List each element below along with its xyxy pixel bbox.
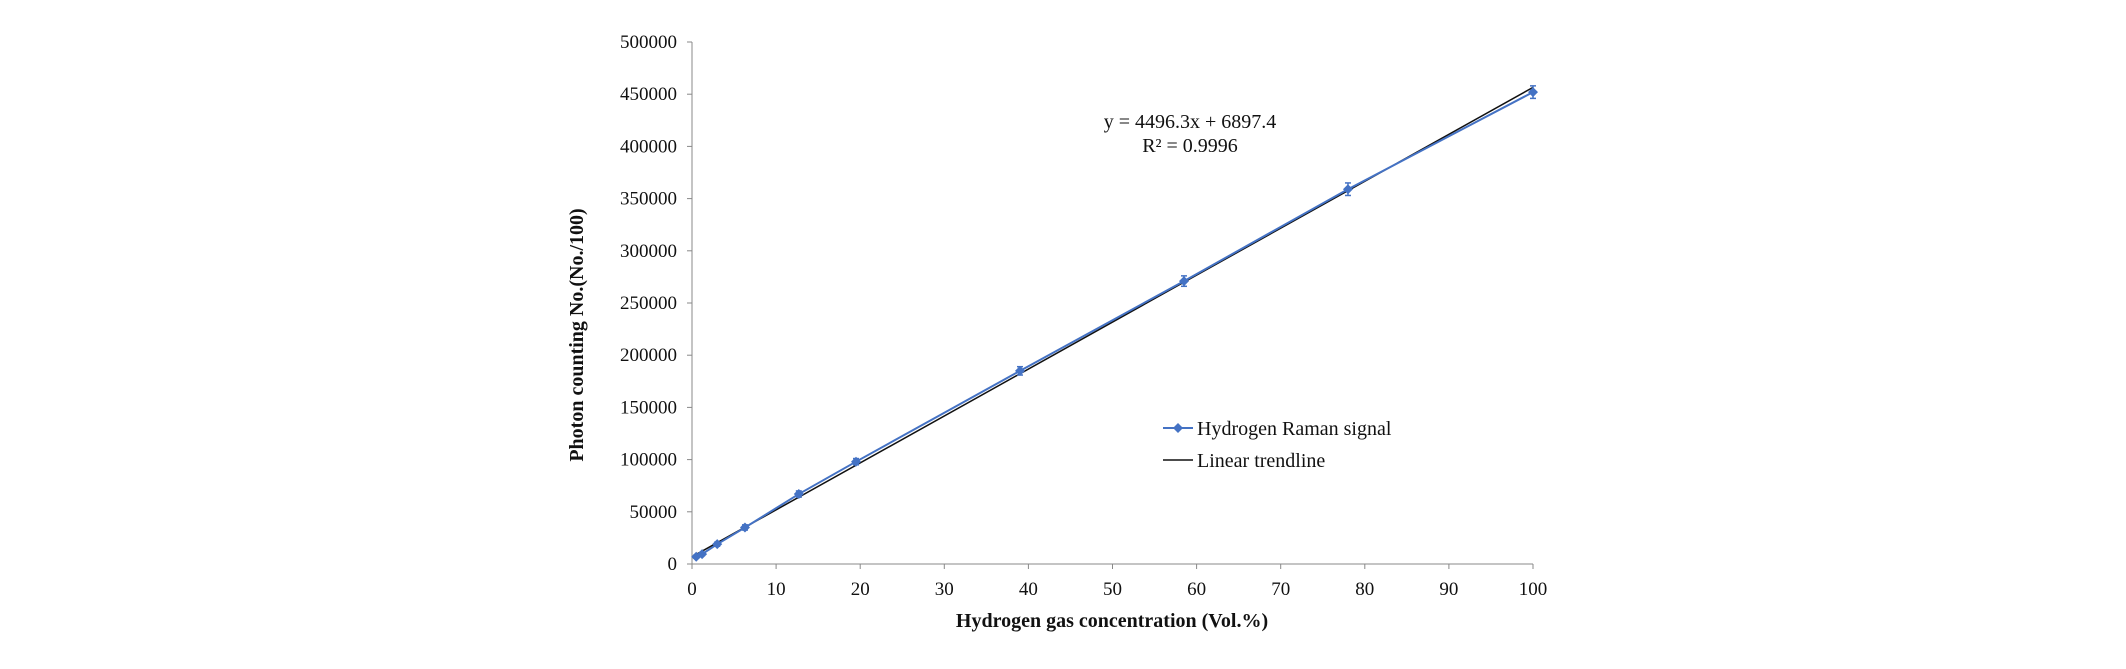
x-tick-label: 90: [1439, 579, 1458, 600]
y-tick-label: 0: [668, 554, 678, 575]
y-tick-label: 150000: [620, 397, 677, 418]
y-tick-label: 400000: [620, 136, 677, 157]
x-tick-label: 30: [935, 579, 954, 600]
x-tick-label: 0: [687, 579, 697, 600]
x-axis-ticks: 0 10 20 30 40 50 60 70 80 90 100: [687, 564, 1547, 600]
x-tick-label: 60: [1187, 579, 1206, 600]
y-tick-label: 100000: [620, 450, 677, 471]
data-point: [697, 549, 708, 560]
y-axis-title: Photon counting No.(No./100): [566, 208, 588, 461]
y-tick-label: 200000: [620, 345, 677, 366]
data-point: [1528, 87, 1538, 98]
y-tick-label: 450000: [620, 84, 677, 105]
data-point: [1178, 276, 1189, 287]
data-point: [739, 522, 750, 533]
series-layer: [691, 85, 1538, 562]
r-squared-label: R² = 0.9996: [1142, 135, 1238, 157]
x-tick-label: 10: [767, 579, 786, 600]
legend-series-label: Hydrogen Raman signal: [1197, 418, 1392, 440]
data-point: [793, 489, 804, 500]
x-tick-label: 50: [1103, 579, 1122, 600]
y-tick-label: 350000: [620, 189, 677, 210]
x-tick-label: 100: [1519, 579, 1548, 600]
series-line: [695, 91, 1534, 558]
legend-trendline-label: Linear trendline: [1197, 450, 1325, 472]
y-tick-label: 50000: [630, 502, 678, 523]
trendline-equation: y = 4496.3x + 6897.4: [1104, 111, 1277, 133]
x-axis-title: Hydrogen gas concentration (Vol.%): [956, 610, 1268, 632]
y-tick-label: 300000: [620, 241, 677, 262]
data-point: [850, 456, 861, 467]
legend-series-marker: [1173, 423, 1183, 433]
y-tick-label: 250000: [620, 293, 677, 314]
x-tick-label: 40: [1019, 579, 1038, 600]
x-tick-label: 80: [1355, 579, 1374, 600]
x-tick-label: 20: [851, 579, 870, 600]
legend: Hydrogen Raman signal Linear trendline: [1163, 418, 1392, 472]
data-point: [1342, 184, 1353, 195]
x-tick-label: 70: [1271, 579, 1290, 600]
data-point: [712, 539, 723, 550]
y-axis-ticks: 0 50000 100000 150000 200000 250000 300000 3500…: [620, 32, 692, 575]
y-tick-label: 500000: [620, 32, 677, 53]
data-point: [1014, 365, 1025, 376]
